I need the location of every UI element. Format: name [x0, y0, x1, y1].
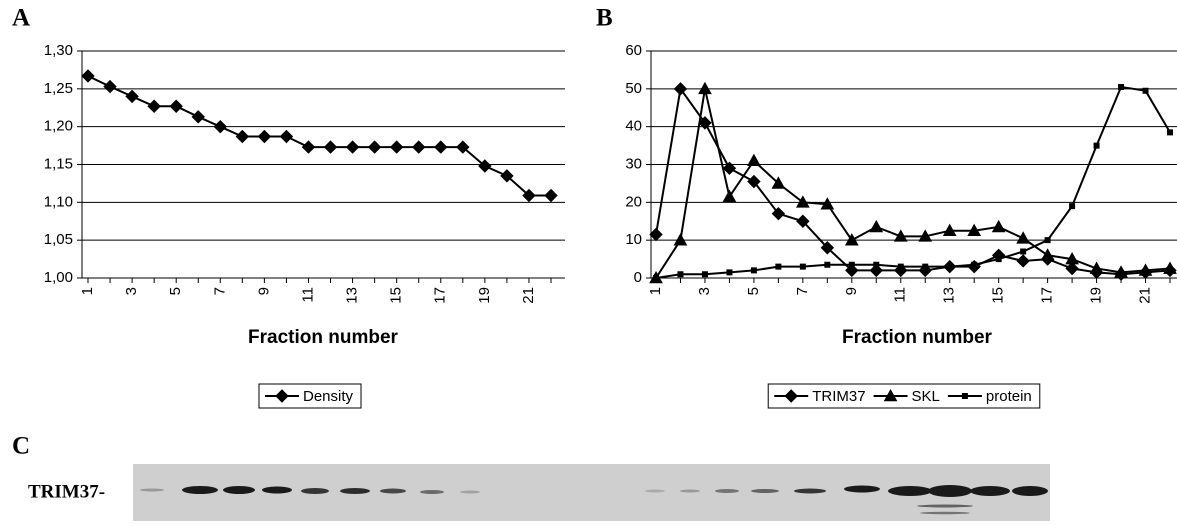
data-point — [1119, 84, 1124, 89]
data-point — [849, 262, 854, 267]
x-tick-label: 15 — [990, 287, 1007, 304]
x-axis-label: Fraction number — [842, 327, 993, 348]
data-point — [751, 268, 756, 273]
x-tick-label: 5 — [167, 287, 184, 295]
data-point — [923, 264, 928, 269]
data-point — [654, 276, 659, 281]
data-point — [800, 264, 805, 269]
x-tick-label: 21 — [1136, 287, 1153, 304]
legend-label: SKL — [912, 388, 940, 405]
y-tick-label: 60 — [625, 42, 642, 59]
x-tick-label: 9 — [843, 287, 860, 295]
x-tick-label: 7 — [211, 287, 228, 295]
data-point — [678, 272, 683, 277]
data-point — [1094, 143, 1099, 148]
x-tick-label: 17 — [1039, 287, 1056, 304]
y-tick-label: 1,05 — [44, 231, 73, 248]
x-tick-label: 21 — [520, 287, 537, 304]
x-tick-label: 11 — [299, 287, 316, 303]
data-point — [996, 257, 1001, 262]
y-tick-label: 20 — [625, 193, 642, 210]
x-axis-label: Fraction number — [248, 327, 399, 348]
x-tick-label: 3 — [123, 287, 140, 295]
blot-label: TRIM37- — [28, 481, 105, 502]
legend-label: TRIM37 — [812, 388, 865, 405]
blot-image — [133, 464, 1050, 521]
data-point — [947, 264, 952, 269]
data-point — [1045, 238, 1050, 243]
legend-marker — [962, 394, 967, 399]
data-point — [1143, 88, 1148, 93]
x-tick-label: 19 — [1088, 287, 1105, 304]
data-point — [776, 264, 781, 269]
x-tick-label: 13 — [344, 287, 361, 304]
panel-label: A — [12, 5, 30, 32]
data-point — [1070, 204, 1075, 209]
y-tick-label: 1,00 — [44, 269, 73, 286]
y-tick-label: 50 — [625, 80, 642, 97]
y-tick-label: 1,15 — [44, 155, 73, 172]
y-tick-label: 40 — [625, 118, 642, 135]
x-tick-label: 15 — [388, 287, 405, 304]
y-tick-label: 10 — [625, 231, 642, 248]
x-tick-label: 7 — [794, 287, 811, 295]
x-tick-label: 17 — [432, 287, 449, 304]
x-tick-label: 13 — [941, 287, 958, 304]
x-tick-label: 1 — [647, 287, 664, 295]
data-point — [825, 262, 830, 267]
data-point — [972, 262, 977, 267]
y-tick-label: 1,20 — [44, 118, 73, 135]
y-tick-label: 1,25 — [44, 80, 73, 97]
panel-label: C — [12, 433, 30, 460]
y-tick-label: 1,30 — [44, 42, 73, 59]
y-tick-label: 30 — [625, 155, 642, 172]
y-tick-label: 0 — [634, 269, 642, 286]
y-tick-label: 1,10 — [44, 193, 73, 210]
x-tick-label: 9 — [255, 287, 272, 295]
data-point — [1021, 249, 1026, 254]
data-point — [874, 262, 879, 267]
x-tick-label: 11 — [892, 287, 909, 303]
data-point — [702, 272, 707, 277]
x-tick-label: 1 — [79, 287, 96, 295]
data-point — [727, 270, 732, 275]
data-point — [898, 264, 903, 269]
legend-label: protein — [986, 388, 1032, 405]
panel-label: B — [596, 5, 613, 32]
legend-label: Density — [303, 388, 354, 405]
data-point — [1168, 130, 1173, 135]
x-tick-label: 3 — [696, 287, 713, 295]
figure: C TRIM37- A1,001,051,101,151,2 — [0, 0, 1177, 521]
x-tick-label: 19 — [476, 287, 493, 304]
x-tick-label: 5 — [745, 287, 762, 295]
